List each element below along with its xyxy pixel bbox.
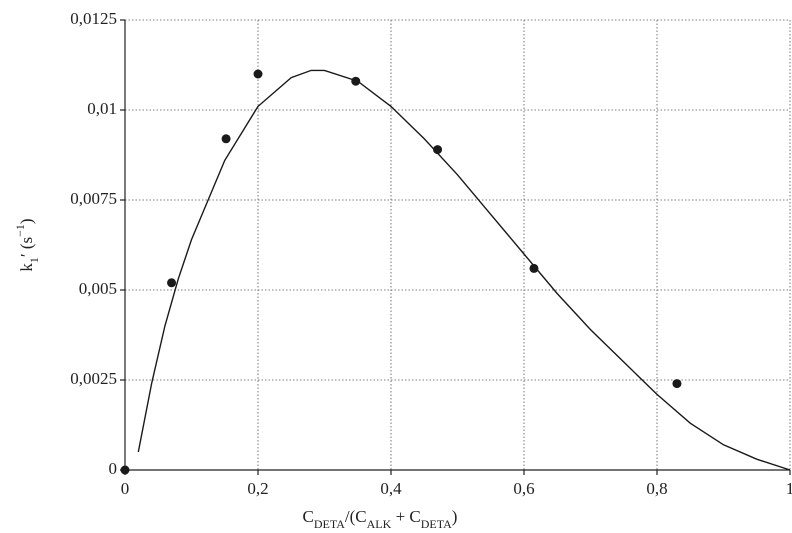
x-tick-label: 0,4 xyxy=(380,479,402,498)
label-part: −1 xyxy=(13,224,27,237)
label-part: + C xyxy=(391,507,420,526)
label-part: ALK xyxy=(367,517,392,531)
data-point xyxy=(167,278,177,288)
y-tick-label: 0,005 xyxy=(79,279,117,298)
y-tick-label: 0,01 xyxy=(87,99,117,118)
x-tick-label: 0,6 xyxy=(513,479,534,498)
x-tick-label: 0,8 xyxy=(646,479,667,498)
y-axis-label: k1′ (s−1) xyxy=(13,218,41,271)
data-point xyxy=(120,465,130,475)
data-point xyxy=(253,69,263,79)
y-tick-label: 0 xyxy=(109,459,118,478)
y-tick-label: 0,0075 xyxy=(70,189,117,208)
label-part: 1 xyxy=(27,257,41,263)
data-point xyxy=(672,379,682,389)
x-tick-label: 0 xyxy=(121,479,130,498)
y-tick-label: 0,0025 xyxy=(70,369,117,388)
x-tick-label: 0,2 xyxy=(247,479,268,498)
x-tick-label: 1 xyxy=(786,479,792,498)
x-axis-label: CDETA/(CALK + CDETA) xyxy=(303,507,458,531)
fit-curve xyxy=(137,69,791,471)
label-part: DETA xyxy=(314,517,345,531)
label-part: k xyxy=(17,263,36,272)
label-part: C xyxy=(303,507,314,526)
data-point xyxy=(221,134,231,144)
label-part: /(C xyxy=(345,507,367,526)
label-part: DETA xyxy=(421,517,452,531)
data-point xyxy=(433,145,443,155)
y-tick-label: 0,0125 xyxy=(70,9,117,28)
label-part: ′ (s xyxy=(17,237,36,257)
label-part: ) xyxy=(452,507,458,526)
label-part: ) xyxy=(17,218,36,224)
data-point xyxy=(529,263,539,273)
